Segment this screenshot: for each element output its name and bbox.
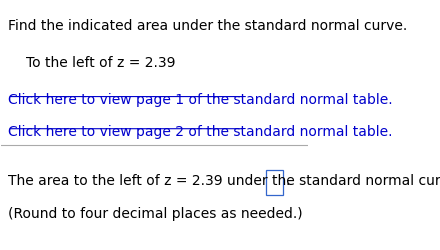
FancyBboxPatch shape: [266, 170, 282, 196]
Text: The area to the left of z = 2.39 under the standard normal curve is: The area to the left of z = 2.39 under t…: [7, 174, 440, 188]
Text: Click here to view page 2 of the standard normal table.: Click here to view page 2 of the standar…: [7, 125, 392, 139]
Text: Click here to view page 1 of the standard normal table.: Click here to view page 1 of the standar…: [7, 93, 392, 107]
Text: To the left of z = 2.39: To the left of z = 2.39: [26, 56, 176, 70]
Text: Find the indicated area under the standard normal curve.: Find the indicated area under the standa…: [7, 19, 407, 33]
Text: (Round to four decimal places as needed.): (Round to four decimal places as needed.…: [7, 206, 302, 220]
Text: .: .: [285, 174, 290, 188]
